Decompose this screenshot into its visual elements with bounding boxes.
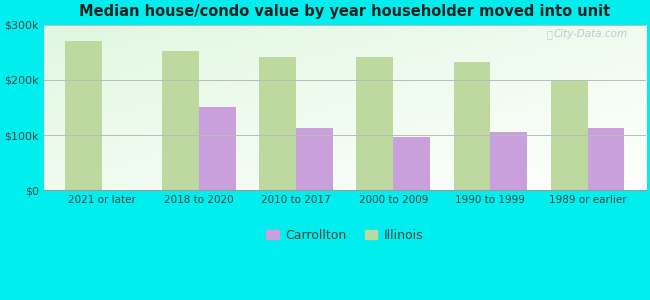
Bar <box>296 128 333 190</box>
Bar <box>356 57 393 190</box>
Bar <box>65 41 102 190</box>
Bar <box>454 62 491 190</box>
Legend: Carrollton, Illinois: Carrollton, Illinois <box>261 224 428 247</box>
Bar <box>551 80 588 190</box>
Title: Median house/condo value by year householder moved into unit: Median house/condo value by year househo… <box>79 4 610 19</box>
Bar <box>259 57 296 190</box>
Bar <box>588 128 625 190</box>
Text: ⓘ: ⓘ <box>547 29 552 40</box>
Bar <box>491 132 527 190</box>
Bar <box>199 107 236 190</box>
Bar <box>393 137 430 190</box>
Bar <box>162 51 199 190</box>
Text: City-Data.com: City-Data.com <box>554 29 628 40</box>
